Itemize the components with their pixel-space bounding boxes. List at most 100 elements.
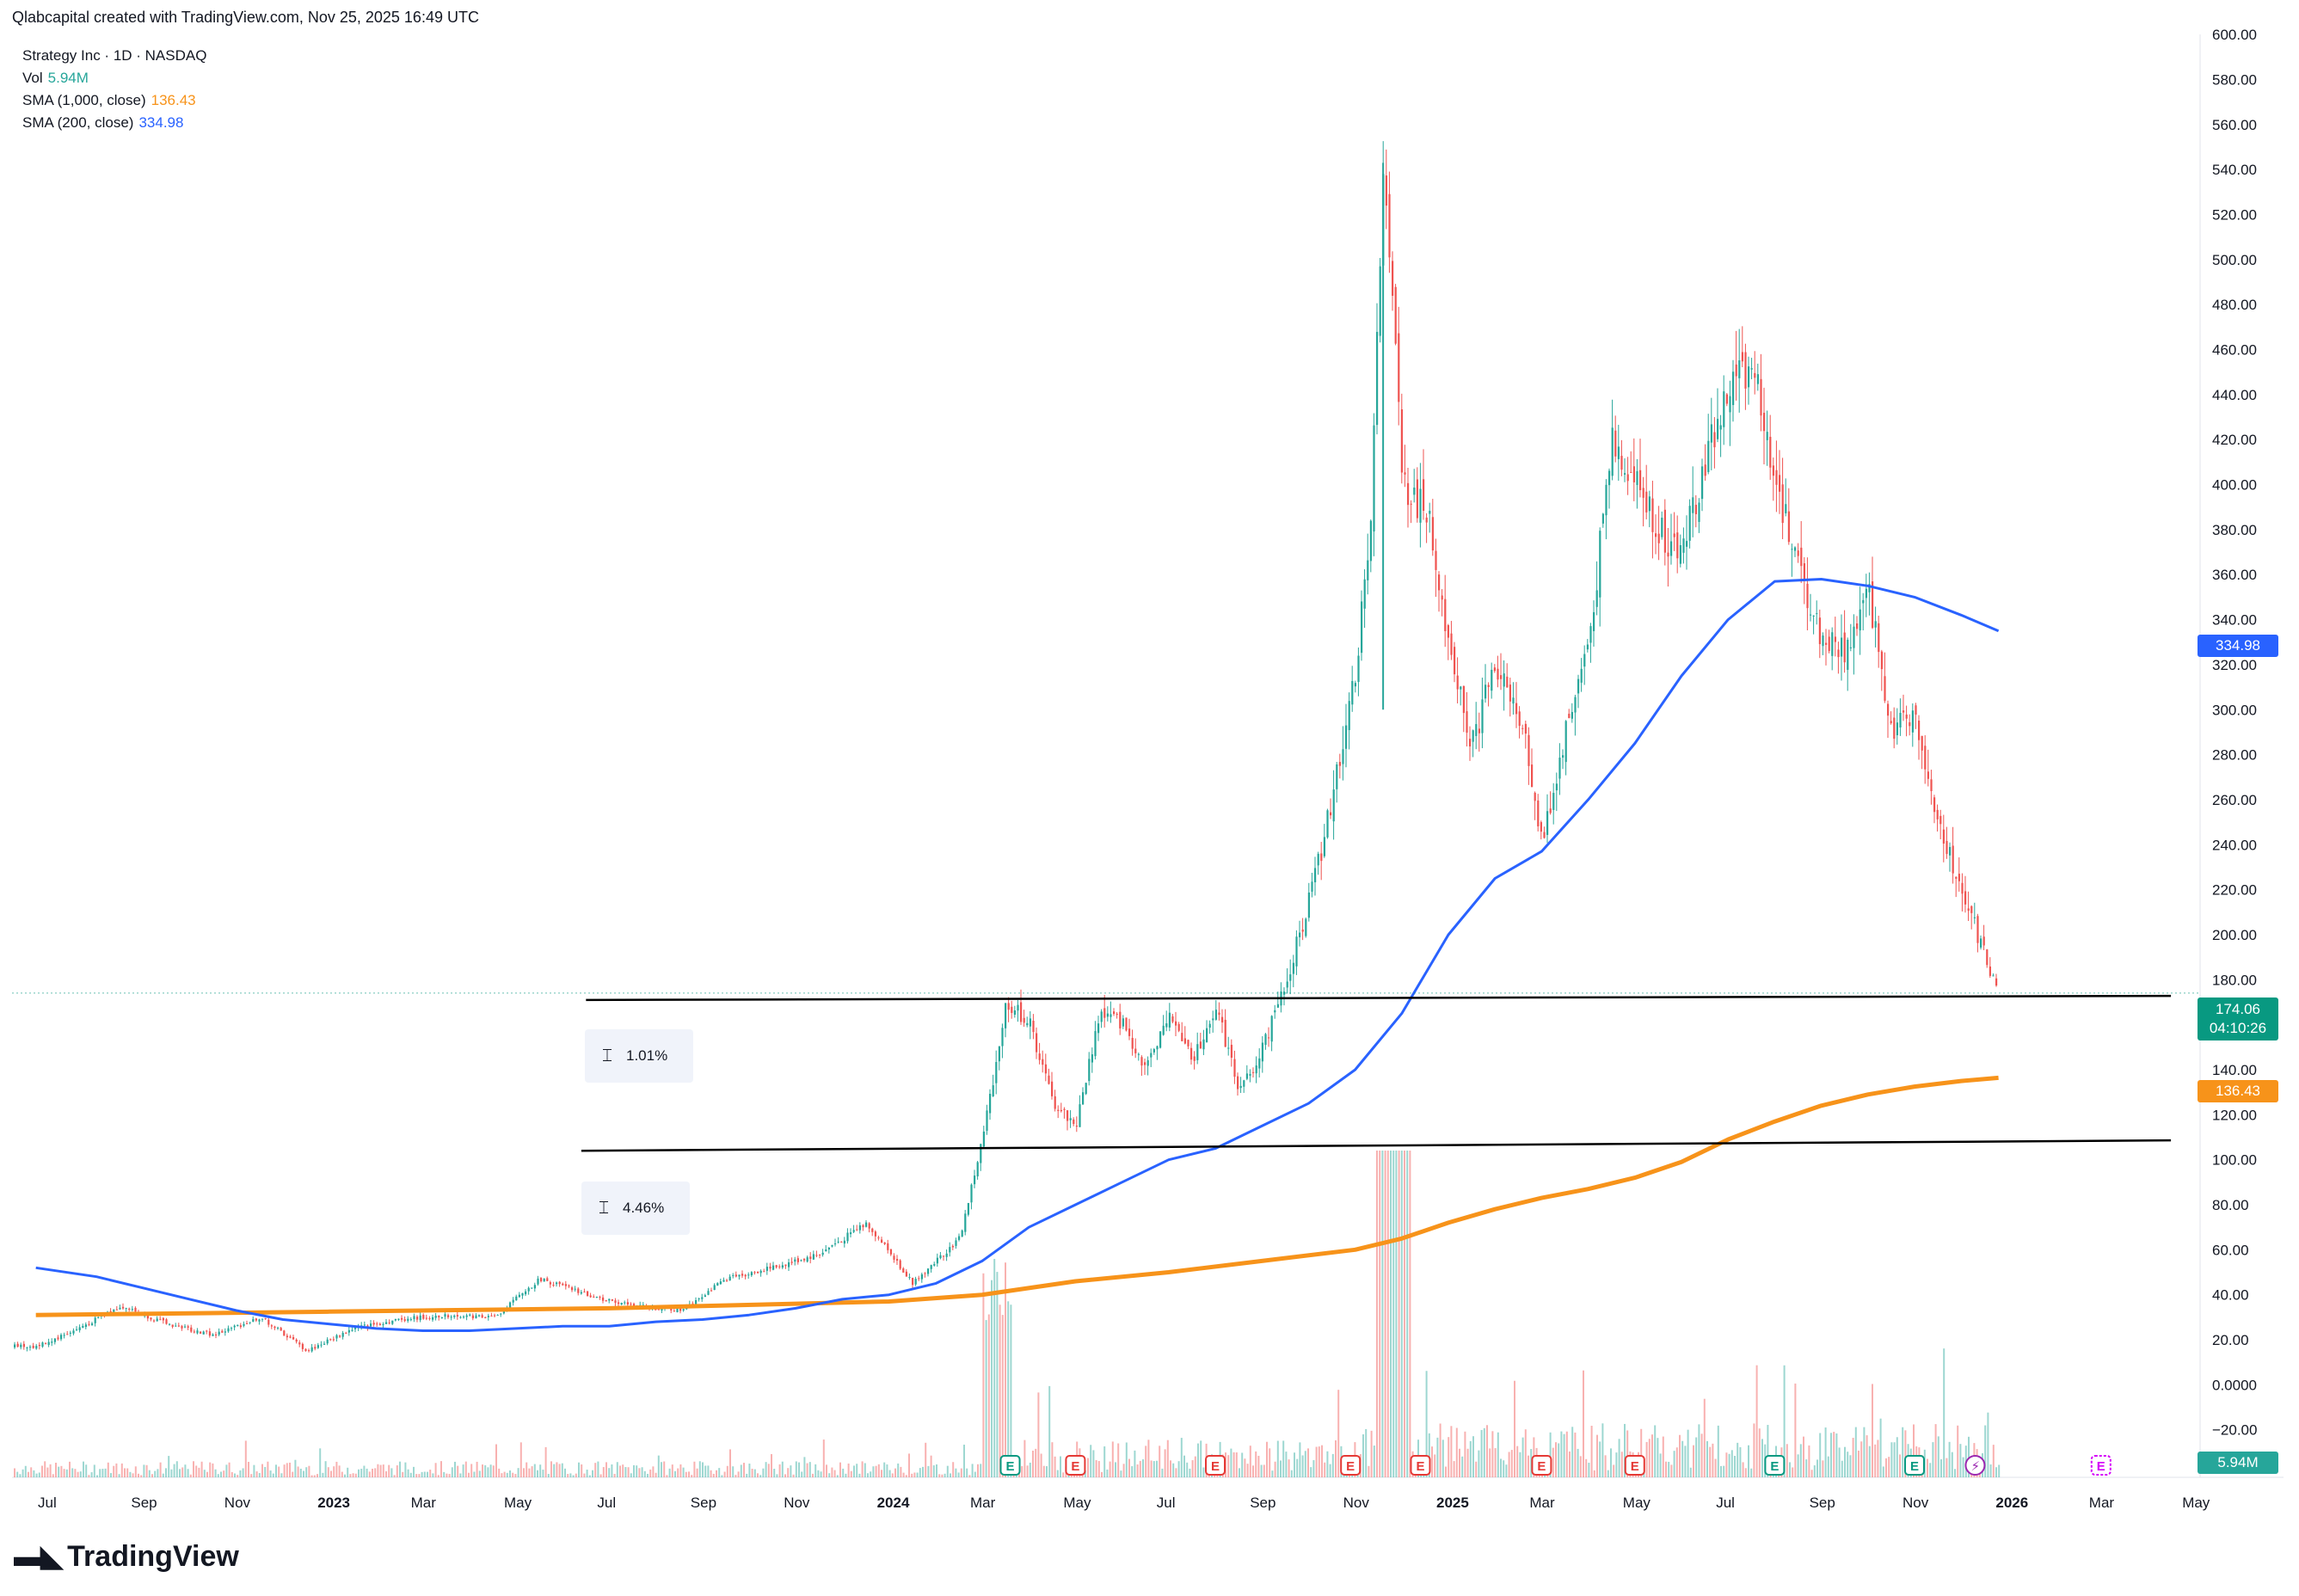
y-tick-label: 140.00 — [2212, 1062, 2257, 1078]
volume-bar — [1310, 1467, 1312, 1477]
volume-bar — [1753, 1423, 1755, 1477]
tradingview-logo[interactable]: ▬◣ TradingView — [14, 1539, 239, 1574]
volume-bar — [198, 1467, 200, 1477]
volume-bar — [143, 1464, 145, 1477]
measure-label-lower[interactable]: ⌶ 4.46% — [581, 1182, 690, 1235]
volume-bar — [1679, 1434, 1681, 1477]
y-tick-label: 500.00 — [2212, 252, 2257, 268]
candle-body — [1110, 1014, 1112, 1017]
candle-body — [459, 1317, 462, 1318]
volume-bar — [1084, 1470, 1086, 1477]
volume-bar — [396, 1465, 398, 1477]
candle-body — [1013, 1010, 1016, 1016]
volume-bar — [65, 1469, 68, 1477]
volume-bar — [602, 1467, 605, 1477]
volume-bar — [801, 1471, 803, 1477]
volume-bar — [225, 1464, 228, 1477]
volume-bar — [946, 1465, 949, 1477]
candle-body — [759, 1270, 762, 1274]
candle-body — [1880, 651, 1883, 670]
candle-body — [862, 1225, 864, 1228]
volume-bar — [630, 1473, 632, 1477]
volume-bar — [1301, 1455, 1304, 1477]
volume-bar — [1252, 1465, 1254, 1477]
measure-label-upper[interactable]: ⌶ 1.01% — [585, 1029, 693, 1083]
candle-body — [51, 1341, 53, 1343]
volume-bar — [826, 1464, 827, 1477]
volume-bar — [462, 1464, 464, 1477]
volume-bar — [1117, 1443, 1120, 1477]
volume-bar — [341, 1471, 343, 1477]
candle-body — [1150, 1053, 1153, 1058]
volume-bar — [938, 1474, 941, 1477]
candle-body — [1199, 1041, 1202, 1049]
x-tick-label: Nov — [224, 1495, 251, 1511]
candle-body — [347, 1329, 350, 1333]
candle-body — [527, 1287, 530, 1292]
candle-body — [825, 1249, 827, 1252]
volume-bar — [1706, 1440, 1708, 1477]
volume-bar — [1703, 1398, 1706, 1477]
volume-bar — [44, 1461, 46, 1477]
candle-body — [1834, 636, 1836, 642]
legend-symbol[interactable]: Strategy Inc · 1D · NASDAQ — [22, 45, 206, 67]
candle-body — [1171, 1016, 1174, 1022]
candle-body — [66, 1334, 69, 1335]
volume-bar — [1150, 1460, 1153, 1477]
volume-bar — [382, 1464, 384, 1477]
x-tick-label: 2026 — [1995, 1495, 2028, 1511]
candle-body — [1196, 1044, 1199, 1060]
volume-bar — [206, 1471, 208, 1477]
volume-bar — [1794, 1383, 1797, 1477]
brand-name: TradingView — [67, 1539, 239, 1573]
candle-body — [1571, 712, 1573, 719]
candle-body — [1094, 1031, 1097, 1057]
volume-bar — [1684, 1446, 1687, 1477]
volume-bar — [272, 1473, 274, 1477]
volume-bar — [1654, 1425, 1657, 1477]
candle-body — [1400, 408, 1403, 473]
candle-body — [1549, 808, 1552, 813]
candle-body — [831, 1244, 833, 1247]
candle-body — [403, 1319, 406, 1322]
legend-sma1000[interactable]: SMA (1,000, close) 136.43 — [22, 89, 206, 112]
candle-body — [500, 1313, 502, 1315]
volume-bar — [16, 1471, 19, 1477]
volume-bar — [765, 1462, 767, 1477]
candle-body — [165, 1319, 168, 1324]
volume-bar — [434, 1463, 437, 1477]
volume-bar — [759, 1475, 762, 1477]
volume-bar — [349, 1474, 352, 1477]
volume-bar — [1761, 1439, 1763, 1477]
candle-body — [233, 1325, 236, 1328]
candle-body — [1283, 991, 1286, 995]
volume-bar — [1290, 1470, 1293, 1477]
volume-bar — [173, 1464, 175, 1477]
earnings-marker-letter: E — [1910, 1459, 1919, 1474]
y-tick-label: 240.00 — [2212, 837, 2257, 853]
volume-bar — [707, 1465, 710, 1477]
legend-sma200[interactable]: SMA (200, close) 334.98 — [22, 112, 206, 134]
volume-bar — [982, 1273, 985, 1477]
volume-bar — [322, 1472, 324, 1477]
volume-bar — [647, 1473, 649, 1477]
candle-body — [1503, 673, 1505, 687]
candle-body — [1001, 1028, 1004, 1047]
candle-body — [936, 1257, 938, 1264]
candle-body — [1537, 800, 1540, 826]
candle-body — [1552, 793, 1555, 810]
volume-bar — [627, 1467, 630, 1477]
volume-bar — [806, 1463, 808, 1477]
volume-bar — [1294, 1452, 1295, 1477]
legend-volume[interactable]: Vol 5.94M — [22, 67, 206, 89]
volume-bar — [1491, 1431, 1494, 1477]
volume-bar — [506, 1472, 508, 1477]
volume-bar — [415, 1474, 418, 1477]
candle-body — [456, 1315, 458, 1317]
volume-bar — [393, 1475, 396, 1477]
candle-body — [1042, 1059, 1044, 1065]
y-tick-label: 420.00 — [2212, 432, 2257, 448]
volume-bar — [856, 1464, 858, 1477]
candle-body — [1679, 544, 1681, 564]
